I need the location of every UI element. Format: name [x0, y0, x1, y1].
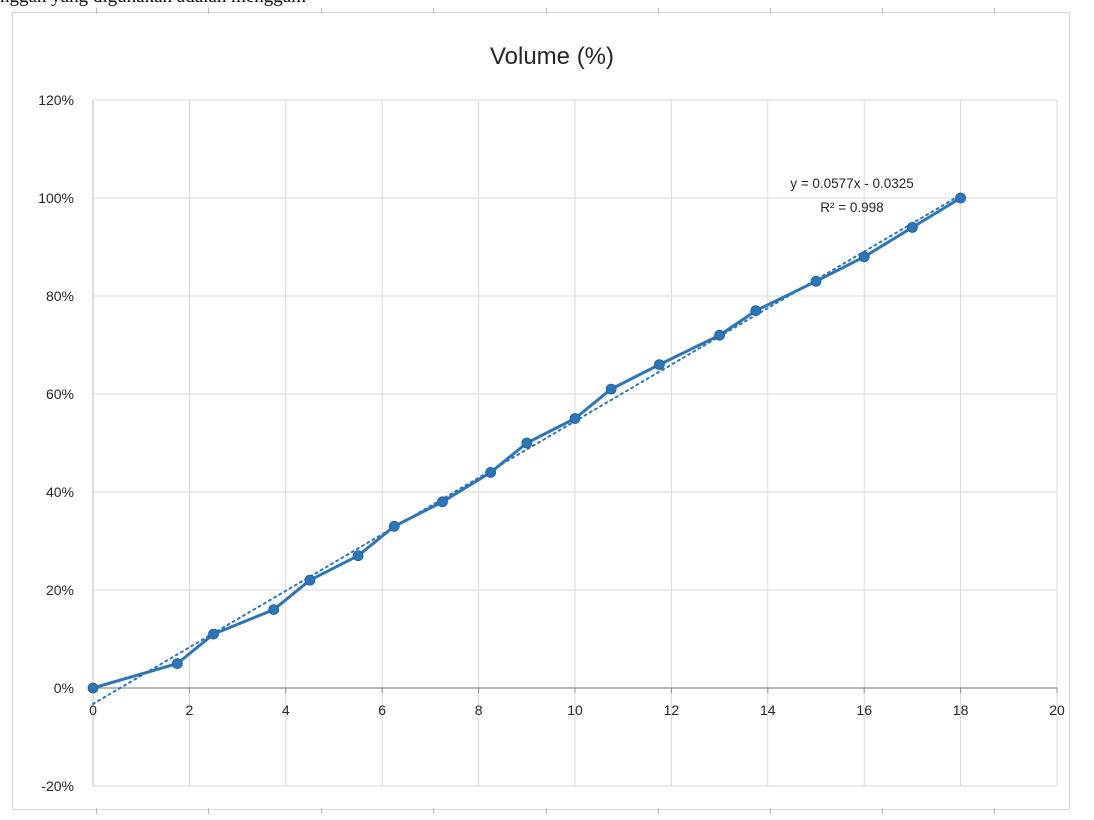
- x-tick-label: 0: [89, 702, 97, 718]
- x-tick-label: 8: [475, 702, 483, 718]
- y-tick-label: 100%: [38, 190, 74, 206]
- data-point: [171, 658, 183, 669]
- frame-tick: [96, 808, 97, 814]
- frame-tick: [770, 8, 771, 14]
- x-tick-label: 20: [1049, 702, 1065, 718]
- frame-tick: [546, 808, 547, 814]
- frame-tick: [321, 8, 322, 14]
- data-point: [388, 520, 400, 532]
- x-tick-label: 12: [664, 702, 680, 718]
- x-tick-label: 2: [186, 702, 194, 718]
- y-tick-label: 60%: [46, 386, 74, 402]
- chart-area: [12, 12, 1070, 810]
- tick-labels: 0 2 4 6 8 10 12 14 16 18 20 -20% 0% 20% 40% 60% 80% 100% 1…: [38, 92, 1065, 794]
- y-tick-label: 20%: [46, 582, 74, 598]
- data-point: [304, 574, 316, 586]
- frame-tick: [208, 808, 209, 814]
- data-point: [907, 221, 918, 233]
- trendline: [92, 194, 962, 705]
- data-point: [605, 383, 617, 395]
- caption-fragment: nggan yang digunakan adalah menggam: [0, 0, 306, 8]
- data-point: [569, 413, 581, 424]
- x-tick-label: 16: [856, 702, 872, 718]
- data-point: [750, 305, 762, 317]
- trendline-equation: y = 0.0577x - 0.0325: [790, 176, 913, 191]
- data-point: [437, 496, 448, 508]
- data-point: [810, 275, 822, 287]
- trendline-r-squared: R² = 0.998: [820, 200, 883, 215]
- y-tick-label: 0%: [54, 680, 74, 696]
- x-tick-label: 4: [282, 702, 290, 718]
- series-layer: [87, 192, 966, 694]
- y-tick-label: 40%: [46, 484, 74, 500]
- data-point: [208, 628, 219, 640]
- data-point: [955, 192, 966, 204]
- data-point: [87, 682, 99, 694]
- trendline-layer: [92, 194, 962, 705]
- frame-tick: [433, 8, 434, 14]
- x-tick-label: 6: [378, 702, 386, 718]
- data-point: [485, 466, 497, 478]
- data-point: [352, 550, 364, 562]
- data-point: [653, 359, 665, 371]
- frame-tick: [546, 8, 547, 14]
- chart-title: Volume (%): [490, 43, 614, 70]
- data-point: [714, 329, 725, 341]
- x-tick-label: 10: [567, 702, 583, 718]
- frame-tick: [208, 8, 209, 14]
- frame-tick: [433, 808, 434, 814]
- frame-tick: [658, 8, 659, 14]
- y-tick-label: 120%: [38, 92, 74, 108]
- axes: [92, 100, 1058, 786]
- data-point: [858, 251, 870, 263]
- x-tick-label: 18: [953, 702, 969, 718]
- frame-tick: [658, 808, 659, 814]
- data-point: [268, 604, 280, 615]
- frame-tick: [994, 808, 995, 814]
- gridlines: [93, 99, 1058, 787]
- frame-tick: [882, 808, 883, 814]
- frame-tick: [882, 8, 883, 14]
- x-tick-label: 14: [760, 702, 776, 718]
- y-tick-label: 80%: [46, 288, 74, 304]
- frame-tick: [994, 8, 995, 14]
- y-tick-label: -20%: [41, 778, 74, 794]
- frame-tick: [96, 8, 97, 14]
- frame-tick: [770, 808, 771, 814]
- frame-tick: [321, 808, 322, 814]
- data-point: [521, 437, 533, 449]
